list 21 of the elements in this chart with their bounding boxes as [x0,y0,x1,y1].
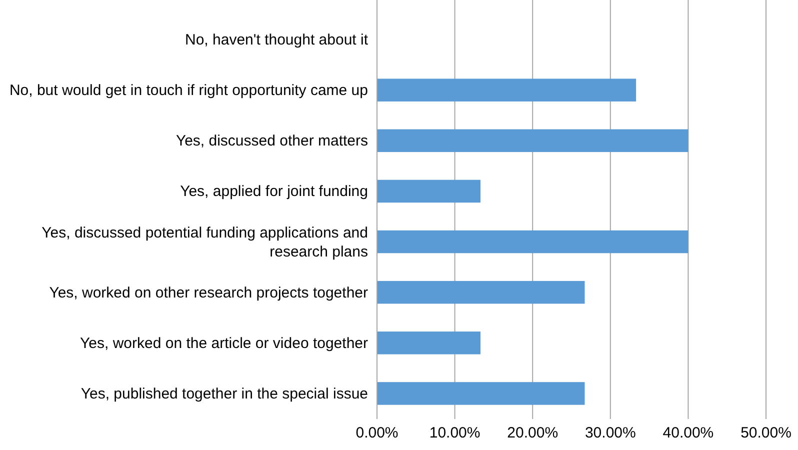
bar [377,230,688,254]
x-tick-label: 30.00% [584,424,636,442]
bar [377,129,688,152]
bar [377,180,480,203]
y-tick-label: Yes, worked on the article or video together [80,334,368,352]
x-tick-label: 40.00% [662,424,714,442]
x-tick-label: 20.00% [507,424,558,442]
y-tick-label: Yes, discussed potential funding applications and research plans [42,224,368,260]
y-tick-label: Yes, applied for joint funding [180,183,368,200]
y-tick-label: No, haven't thought about it [185,32,369,49]
y-tick-label: Yes, published together in the special issue [80,385,368,402]
y-tick-label: Yes, worked on other research projects together [49,284,368,302]
x-tick-label: 50.00% [740,424,792,442]
bar [377,78,636,102]
bar [377,382,585,405]
y-tick-label: Yes, discussed other matters [176,132,368,150]
x-tick-label: 10.00% [429,424,480,442]
bar [377,332,480,354]
x-tick-label: 0.00% [356,424,398,442]
y-tick-label: No, but would get in touch if right opportunity came up [9,82,368,100]
bar [377,280,585,304]
